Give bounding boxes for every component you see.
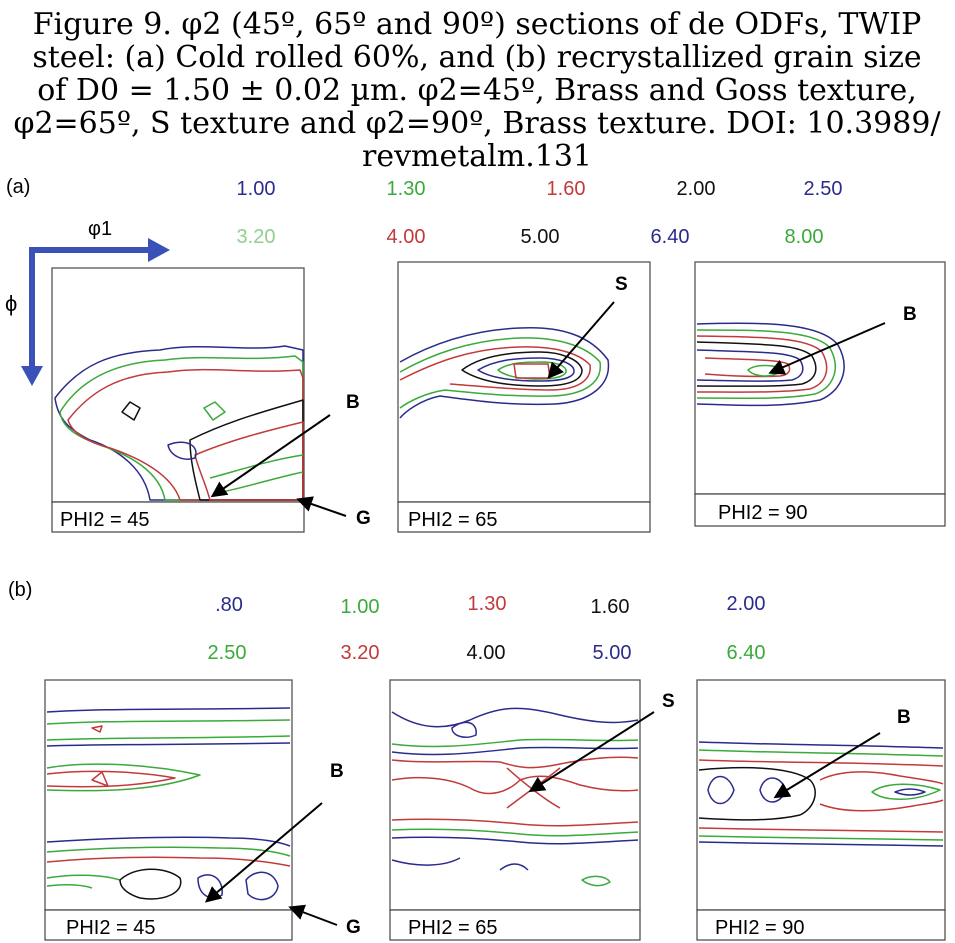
panel-label-box	[696, 909, 946, 941]
legend-a-level-8: 5.00	[521, 226, 560, 248]
panel-a-phi2-90: PHI2 = 90 B	[694, 261, 946, 527]
marker-goss: G	[346, 917, 361, 938]
panel-b-phi2-45: PHI2 = 45 B G	[44, 679, 361, 941]
panel-a-phi2-65: PHI2 = 65 S	[397, 261, 651, 533]
marker-goss: G	[356, 508, 371, 529]
arrow-brass-icon	[773, 732, 881, 799]
phi-arrowhead-icon	[21, 366, 43, 386]
panel-label-box	[51, 501, 305, 533]
contour-plot	[696, 322, 845, 407]
caption-line-3: of D0 = 1.50 ± 0.02 µm. φ2=45º, Brass an…	[37, 73, 917, 108]
legend-b-level-5: 2.00	[727, 593, 766, 615]
legend-b-level-4: 1.60	[591, 596, 630, 618]
legend-a: 1.00 1.30 1.60 2.00 2.50 3.20 4.00 5.00 …	[237, 178, 843, 248]
caption-line-1: Figure 9. φ2 (45º, 65º and 90º) sections…	[33, 7, 922, 42]
marker-brass: B	[330, 761, 344, 782]
legend-b-level-8: 4.00	[467, 642, 506, 664]
part-a-tag: (a)	[6, 176, 30, 198]
axis-indicator: φ1 ϕ	[5, 218, 170, 386]
legend-b-level-1: .80	[215, 594, 243, 616]
arrow-brass-icon	[204, 802, 323, 903]
marker-brass: B	[897, 707, 911, 728]
panel-frame	[397, 261, 651, 503]
caption-line-5: revmetalm.131	[362, 139, 592, 174]
marker-s: S	[662, 691, 675, 712]
axis-line	[29, 247, 150, 374]
marker-brass: B	[346, 392, 360, 413]
panel-label: PHI2 = 45	[66, 917, 156, 939]
panel-label: PHI2 = 65	[408, 917, 498, 939]
legend-b-level-7: 3.20	[341, 642, 380, 664]
panel-a-phi2-45: PHI2 = 45 B G	[51, 267, 371, 533]
legend-a-level-9: 6.40	[651, 226, 690, 248]
panel-label: PHI2 = 90	[718, 502, 808, 524]
legend-a-level-5: 2.50	[804, 178, 843, 200]
legend-a-level-2: 1.30	[387, 178, 426, 200]
contour-plot	[391, 707, 639, 887]
caption-line-2: steel: (a) Cold rolled 60%, and (b) recr…	[32, 40, 921, 75]
panel-label-box	[397, 501, 651, 533]
legend-b: .80 1.00 1.30 1.60 2.00 2.50 3.20 4.00 5…	[208, 593, 766, 664]
arrow-goss-icon	[296, 496, 347, 517]
legend-a-level-3: 1.60	[547, 178, 586, 200]
part-b-tag: (b)	[8, 579, 32, 601]
arrow-goss-icon	[288, 904, 338, 926]
arrow-brass-icon	[768, 322, 886, 375]
caption-line-4: φ2=65º, S texture and φ2=90º, Brass text…	[13, 106, 941, 141]
arrow-s-icon	[528, 711, 655, 793]
panel-frame	[389, 679, 641, 911]
marker-brass: B	[903, 304, 917, 325]
panel-label-box	[389, 909, 641, 941]
phi1-arrowhead-icon	[148, 238, 170, 262]
arrow-brass-icon	[210, 414, 331, 498]
panel-frame	[694, 261, 946, 495]
legend-a-level-1: 1.00	[237, 178, 276, 200]
panel-b-phi2-65: PHI2 = 65 S	[389, 679, 675, 941]
contour-plot	[698, 741, 944, 847]
legend-b-level-6: 2.50	[208, 642, 247, 664]
legend-b-level-9: 5.00	[593, 642, 632, 664]
contour-plot	[399, 326, 610, 419]
legend-a-level-4: 2.00	[677, 178, 716, 200]
panel-b-phi2-90: PHI2 = 90 B	[696, 679, 946, 941]
panel-label-box	[44, 909, 293, 941]
panel-label: PHI2 = 45	[60, 509, 150, 531]
panel-label-box	[694, 493, 946, 527]
legend-b-level-2: 1.00	[341, 596, 380, 618]
arrow-s-icon	[547, 301, 615, 380]
panel-label: PHI2 = 65	[408, 509, 498, 531]
contour-plot	[46, 707, 291, 901]
legend-a-level-10: 8.00	[785, 226, 824, 248]
axis-phi1-label: φ1	[88, 218, 112, 240]
legend-b-level-10: 6.40	[727, 642, 766, 664]
marker-s: S	[615, 274, 628, 295]
contour-plot	[54, 345, 304, 501]
legend-b-level-3: 1.30	[468, 593, 507, 615]
figure-caption: Figure 9. φ2 (45º, 65º and 90º) sections…	[13, 7, 941, 174]
panel-frame	[51, 267, 305, 503]
legend-a-level-6: 3.20	[237, 226, 276, 248]
panel-label: PHI2 = 90	[715, 917, 805, 939]
legend-a-level-7: 4.00	[387, 226, 426, 248]
axis-phi-label: ϕ	[5, 291, 17, 316]
